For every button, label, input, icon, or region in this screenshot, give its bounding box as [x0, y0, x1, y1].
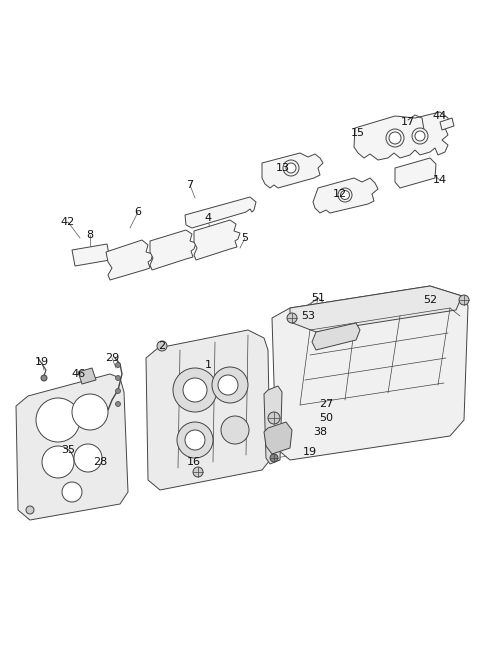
Circle shape: [42, 446, 74, 478]
Polygon shape: [78, 368, 96, 384]
Polygon shape: [106, 240, 153, 280]
Polygon shape: [313, 178, 378, 213]
Circle shape: [283, 160, 299, 176]
Text: 2: 2: [158, 341, 166, 351]
Polygon shape: [262, 153, 323, 188]
Polygon shape: [150, 230, 196, 270]
Text: 53: 53: [301, 311, 315, 321]
Circle shape: [116, 375, 120, 381]
Circle shape: [173, 368, 217, 412]
Text: 4: 4: [204, 213, 212, 223]
Text: 28: 28: [93, 457, 107, 467]
Text: 52: 52: [423, 295, 437, 305]
Circle shape: [36, 398, 80, 442]
Polygon shape: [264, 386, 282, 464]
Circle shape: [389, 132, 401, 144]
Polygon shape: [72, 244, 110, 266]
Text: 8: 8: [86, 230, 94, 240]
Polygon shape: [395, 158, 436, 188]
Circle shape: [74, 444, 102, 472]
Polygon shape: [440, 118, 454, 130]
Circle shape: [212, 367, 248, 403]
Circle shape: [287, 313, 297, 323]
Circle shape: [412, 128, 428, 144]
Polygon shape: [290, 286, 462, 332]
Text: 44: 44: [433, 111, 447, 121]
Circle shape: [218, 375, 238, 395]
Text: 15: 15: [351, 128, 365, 138]
Text: 29: 29: [105, 353, 119, 363]
Circle shape: [340, 191, 349, 200]
Circle shape: [177, 422, 213, 458]
Circle shape: [116, 362, 120, 367]
Text: 19: 19: [35, 357, 49, 367]
Polygon shape: [264, 422, 292, 454]
Circle shape: [221, 416, 249, 444]
Circle shape: [62, 482, 82, 502]
Polygon shape: [16, 374, 128, 520]
Polygon shape: [354, 112, 450, 160]
Text: 27: 27: [319, 399, 333, 409]
Text: 17: 17: [401, 117, 415, 127]
Circle shape: [193, 467, 203, 477]
Text: 35: 35: [61, 445, 75, 455]
Text: 50: 50: [319, 413, 333, 423]
Circle shape: [415, 131, 425, 141]
Polygon shape: [185, 197, 256, 228]
Circle shape: [386, 129, 404, 147]
Text: 38: 38: [313, 427, 327, 437]
Circle shape: [116, 388, 120, 394]
Text: 14: 14: [433, 175, 447, 185]
Text: 1: 1: [204, 360, 212, 370]
Polygon shape: [194, 220, 240, 260]
Text: 16: 16: [187, 457, 201, 467]
Circle shape: [72, 394, 108, 430]
Circle shape: [157, 341, 167, 351]
Circle shape: [41, 375, 47, 381]
Text: 12: 12: [333, 189, 347, 199]
Polygon shape: [146, 330, 270, 490]
Circle shape: [270, 454, 278, 462]
Circle shape: [26, 506, 34, 514]
Circle shape: [286, 163, 296, 173]
Text: 46: 46: [71, 369, 85, 379]
Circle shape: [459, 295, 469, 305]
Text: 42: 42: [61, 217, 75, 227]
Text: 6: 6: [134, 207, 142, 217]
Polygon shape: [272, 286, 468, 460]
Circle shape: [268, 412, 280, 424]
Circle shape: [183, 378, 207, 402]
Text: 7: 7: [186, 180, 193, 190]
Polygon shape: [312, 323, 360, 350]
Circle shape: [338, 188, 352, 202]
Text: 51: 51: [311, 293, 325, 303]
Text: 5: 5: [241, 233, 249, 243]
Circle shape: [185, 430, 205, 450]
Circle shape: [116, 402, 120, 407]
Text: 13: 13: [276, 163, 290, 173]
Text: 19: 19: [303, 447, 317, 457]
